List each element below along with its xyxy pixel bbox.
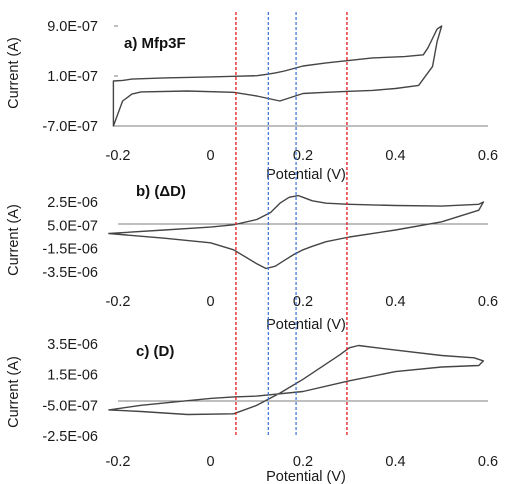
x-axis-label: Potential (V)	[266, 469, 346, 484]
y-tick-label: 2.5E-06	[47, 195, 98, 211]
y-tick-label: -1.5E-06	[42, 242, 98, 258]
y-tick-label: 9.0E-07	[47, 19, 98, 35]
y-tick-label: -3.5E-06	[42, 265, 98, 281]
cv-curve	[112, 25, 443, 127]
x-tick-label: 0	[206, 454, 214, 470]
x-tick-label: 0.6	[478, 294, 498, 310]
x-tick-label: 0.4	[385, 454, 405, 470]
panel-title: c) (D)	[136, 343, 174, 360]
guide-lines	[235, 12, 348, 436]
x-axis-label: Potential (V)	[266, 317, 346, 333]
y-tick-label: 3.5E-06	[47, 337, 98, 353]
x-tick-label: 0.6	[478, 148, 498, 164]
x-tick-label: 0	[206, 294, 214, 310]
x-tick-label: 0.2	[293, 454, 313, 470]
panel-title: b) (ΔD)	[136, 183, 186, 200]
y-axis-label: Current (A)	[6, 37, 22, 109]
x-tick-label: 0.6	[478, 454, 498, 470]
cv-curve	[108, 344, 485, 416]
x-tick-label: 0.4	[385, 294, 405, 310]
x-tick-label: -0.2	[106, 148, 131, 164]
y-tick-label: 1.5E-06	[47, 368, 98, 384]
x-tick-label: -0.2	[106, 294, 131, 310]
x-tick-label: -0.2	[106, 454, 131, 470]
cv-curve	[108, 194, 485, 270]
x-tick-label: 0.4	[385, 148, 405, 164]
y-axis-label: Current (A)	[6, 356, 22, 428]
y-tick-label: -7.0E-07	[42, 119, 98, 135]
y-tick-label: 5.0E-07	[47, 218, 98, 234]
y-tick-label: 1.0E-07	[47, 69, 98, 85]
panel-2: 2.5E-06 5.0E-07 -1.5E-06 -3.5E-06 -0.2 0 0.2 0.…	[6, 183, 498, 333]
x-axis-label: Potential (V)	[266, 167, 346, 183]
y-tick-label: -5.0E-07	[42, 398, 98, 414]
x-tick-label: 0.2	[293, 294, 313, 310]
x-tick-label: 0.2	[293, 148, 313, 164]
panel-title: a) Mfp3F	[124, 35, 186, 52]
y-axis-label: Current (A)	[6, 204, 22, 276]
y-tick-label: -2.5E-06	[42, 429, 98, 445]
x-tick-label: 0	[206, 148, 214, 164]
panel-1: 9.0E-07 1.0E-07 -7.0E-07 -0.2 0 0.2 0.4 0.6 Pote…	[6, 19, 498, 183]
panel-3: 3.5E-06 1.5E-06 -5.0E-07 -2.5E-06 -0.2 0 0.2 0.…	[6, 337, 498, 484]
